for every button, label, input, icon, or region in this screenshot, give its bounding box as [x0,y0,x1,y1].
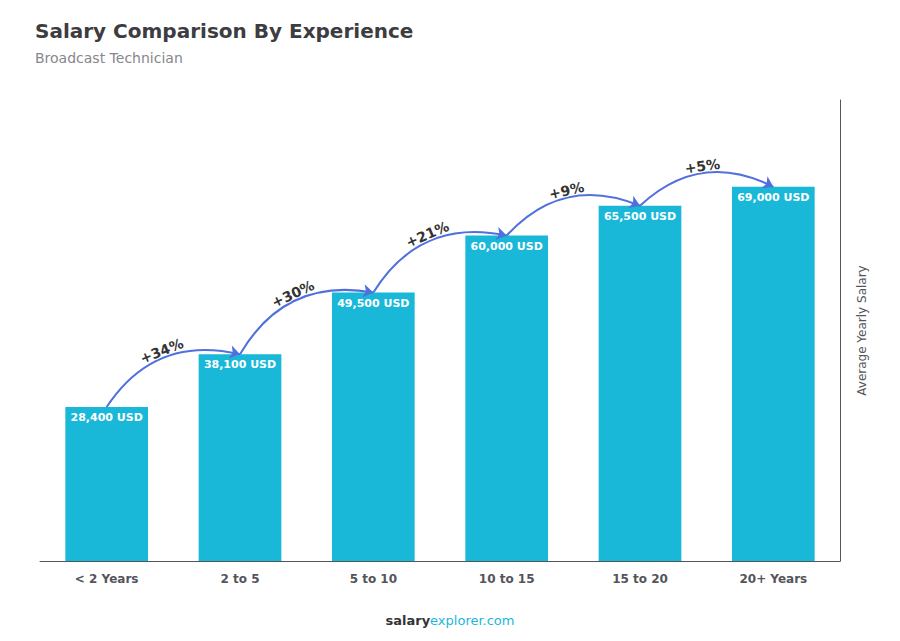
svg-text:49,500 USD: 49,500 USD [337,297,409,310]
svg-text:10 to 15: 10 to 15 [479,572,535,586]
svg-text:< 2 Years: < 2 Years [75,572,139,586]
svg-text:5 to 10: 5 to 10 [350,572,397,586]
svg-text:Broadcast Technician: Broadcast Technician [35,50,183,66]
svg-text:+34%: +34% [138,335,186,366]
svg-text:salary: salary [385,613,430,628]
svg-text:Salary Comparison By Experienc: Salary Comparison By Experience [35,19,413,43]
svg-text:65,500 USD: 65,500 USD [604,210,676,223]
svg-text:15 to 20: 15 to 20 [612,572,668,586]
svg-text:+30%: +30% [269,277,317,311]
svg-text:20+ Years: 20+ Years [739,572,807,586]
svg-text:Average Yearly Salary: Average Yearly Salary [855,265,869,395]
svg-text:explorer.com: explorer.com [430,613,514,628]
svg-text:2 to 5: 2 to 5 [220,572,259,586]
svg-text:60,000 USD: 60,000 USD [471,240,543,253]
svg-text:+5%: +5% [684,156,721,177]
svg-text:+21%: +21% [403,218,451,250]
svg-text:+9%: +9% [548,179,586,202]
svg-text:28,400 USD: 28,400 USD [71,411,143,424]
svg-text:69,000 USD: 69,000 USD [737,191,809,204]
svg-text:38,100 USD: 38,100 USD [204,358,276,371]
